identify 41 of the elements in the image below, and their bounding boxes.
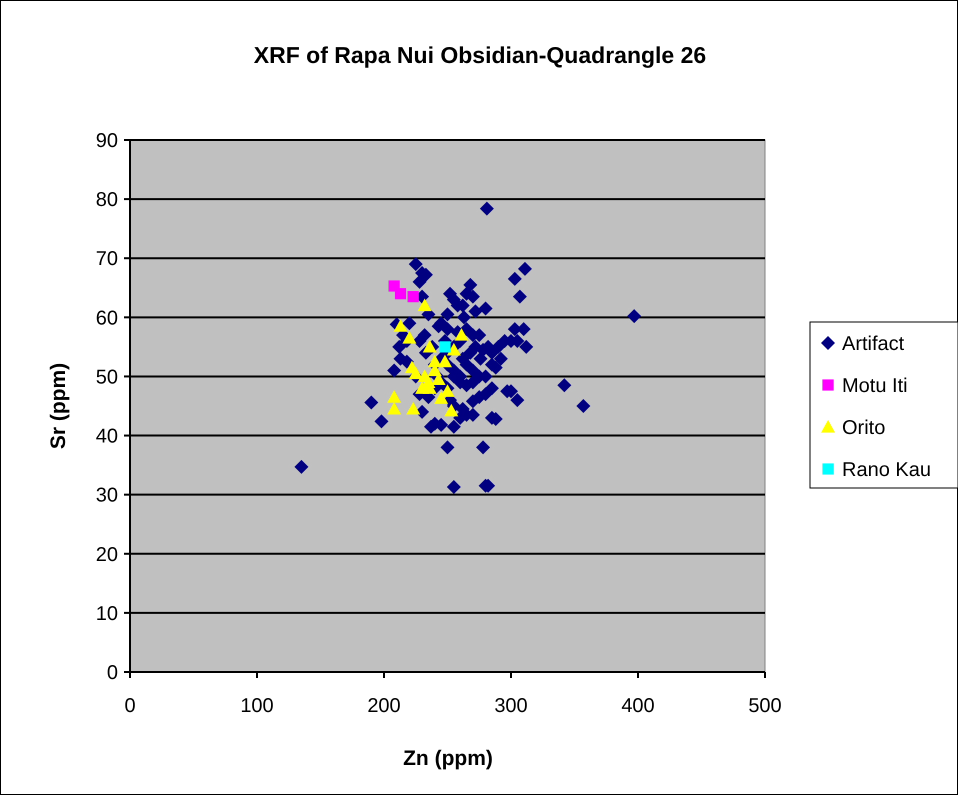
point — [444, 404, 458, 416]
point — [402, 331, 416, 344]
legend-label: Motu Iti — [842, 375, 908, 397]
x-tick-label: 100 — [240, 695, 274, 717]
y-tick-label: 0 — [106, 662, 118, 684]
point — [428, 354, 442, 368]
x-axis-title: Zn (ppm) — [403, 747, 493, 770]
point — [440, 384, 454, 397]
y-tick-label: 40 — [96, 426, 118, 448]
point — [438, 354, 452, 368]
y-tick-label: 10 — [96, 602, 118, 625]
point — [394, 288, 406, 300]
point — [454, 328, 468, 341]
point — [408, 291, 419, 302]
x-tick-label: 200 — [367, 695, 401, 717]
y-tick-label: 60 — [96, 307, 118, 330]
point — [446, 342, 461, 356]
point — [394, 319, 408, 332]
legend-label: Artifact — [842, 333, 905, 355]
y-tick-label: 70 — [96, 248, 118, 270]
x-tick-label: 400 — [621, 695, 655, 717]
y-tick-label: 50 — [96, 366, 118, 388]
point — [422, 340, 437, 352]
point — [387, 390, 402, 403]
chart-title: XRF of Rapa Nui Obsidian-Quadrangle 26 — [254, 42, 706, 68]
point — [408, 366, 423, 380]
x-tick-label: 0 — [124, 695, 136, 717]
x-tick-label: 300 — [494, 695, 528, 717]
y-tick-label: 20 — [96, 544, 118, 566]
y-axis-title: Sr (ppm) — [47, 362, 70, 450]
y-tick-label: 90 — [96, 130, 118, 152]
x-tick-label: 500 — [748, 695, 782, 717]
legend-label: Orito — [842, 417, 886, 439]
y-tick-label: 30 — [96, 484, 118, 507]
y-tick-label: 80 — [96, 189, 118, 212]
point — [418, 298, 432, 312]
point — [439, 341, 451, 352]
point — [406, 402, 420, 415]
point — [434, 391, 448, 404]
legend-label: Rano Kau — [842, 459, 931, 481]
point — [387, 402, 402, 415]
